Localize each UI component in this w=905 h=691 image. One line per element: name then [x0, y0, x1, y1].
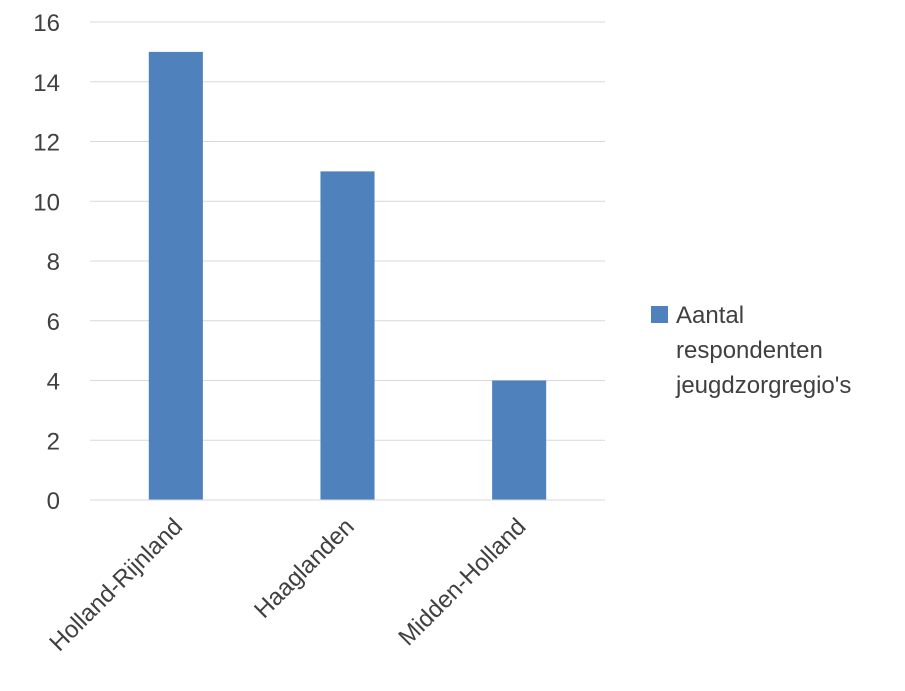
y-tick-label: 6: [47, 309, 60, 336]
legend-line-1: Aantal: [676, 302, 744, 329]
bars: [148, 51, 547, 500]
y-tick-label: 16: [33, 10, 60, 37]
x-tick-label: Haaglanden: [249, 513, 360, 624]
legend-line-3: jeugdzorgregio's: [675, 372, 851, 399]
y-tick-label: 4: [47, 369, 60, 396]
legend-line-2: respondenten: [676, 337, 823, 364]
x-tick-label: Holland-Rijnland: [44, 513, 188, 657]
y-tick-label: 0: [47, 488, 60, 515]
legend: Aantal respondenten jeugdzorgregio's: [651, 302, 851, 399]
x-axis-tick-labels: Holland-Rijnland Haaglanden Midden-Holland: [44, 513, 531, 657]
y-tick-label: 14: [33, 70, 60, 97]
y-tick-label: 10: [33, 189, 60, 216]
x-tick-label: Midden-Holland: [393, 513, 531, 651]
y-tick-label: 2: [47, 428, 60, 455]
legend-label: Aantal respondenten jeugdzorgregio's: [675, 302, 851, 399]
bar: [148, 51, 203, 500]
bar: [492, 380, 547, 500]
y-axis-tick-labels: 0 2 4 6 8 10 12 14 16: [33, 10, 60, 515]
y-tick-label: 12: [33, 130, 60, 157]
bar: [320, 171, 375, 500]
y-tick-label: 8: [47, 249, 60, 276]
legend-swatch: [651, 306, 668, 323]
